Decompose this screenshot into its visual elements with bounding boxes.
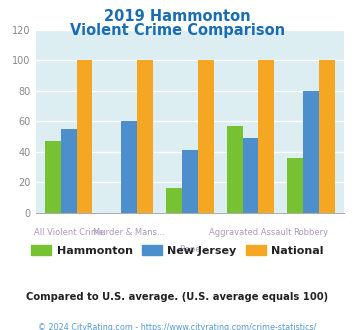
Bar [137,60,153,213]
Text: Aggravated Assault: Aggravated Assault [209,227,292,237]
Text: Violent Crime Comparison: Violent Crime Comparison [70,23,285,38]
Bar [166,188,182,213]
Legend: Hammonton, New Jersey, National: Hammonton, New Jersey, National [27,241,328,260]
Bar [182,150,198,213]
Bar [61,129,77,213]
Text: Compared to U.S. average. (U.S. average equals 100): Compared to U.S. average. (U.S. average … [26,292,329,302]
Text: All Violent Crime: All Violent Crime [34,227,104,237]
Bar [319,60,335,213]
Bar [45,141,61,213]
Bar [258,60,274,213]
Text: © 2024 CityRating.com - https://www.cityrating.com/crime-statistics/: © 2024 CityRating.com - https://www.city… [38,323,317,330]
Text: Murder & Mans...: Murder & Mans... [93,227,165,237]
Text: 2019 Hammonton: 2019 Hammonton [104,9,251,24]
Bar [77,60,92,213]
Bar [303,91,319,213]
Text: Robbery: Robbery [294,227,329,237]
Bar [121,121,137,213]
Text: Rape: Rape [179,245,201,254]
Bar [242,138,258,213]
Bar [288,158,303,213]
Bar [227,126,242,213]
Bar [198,60,214,213]
